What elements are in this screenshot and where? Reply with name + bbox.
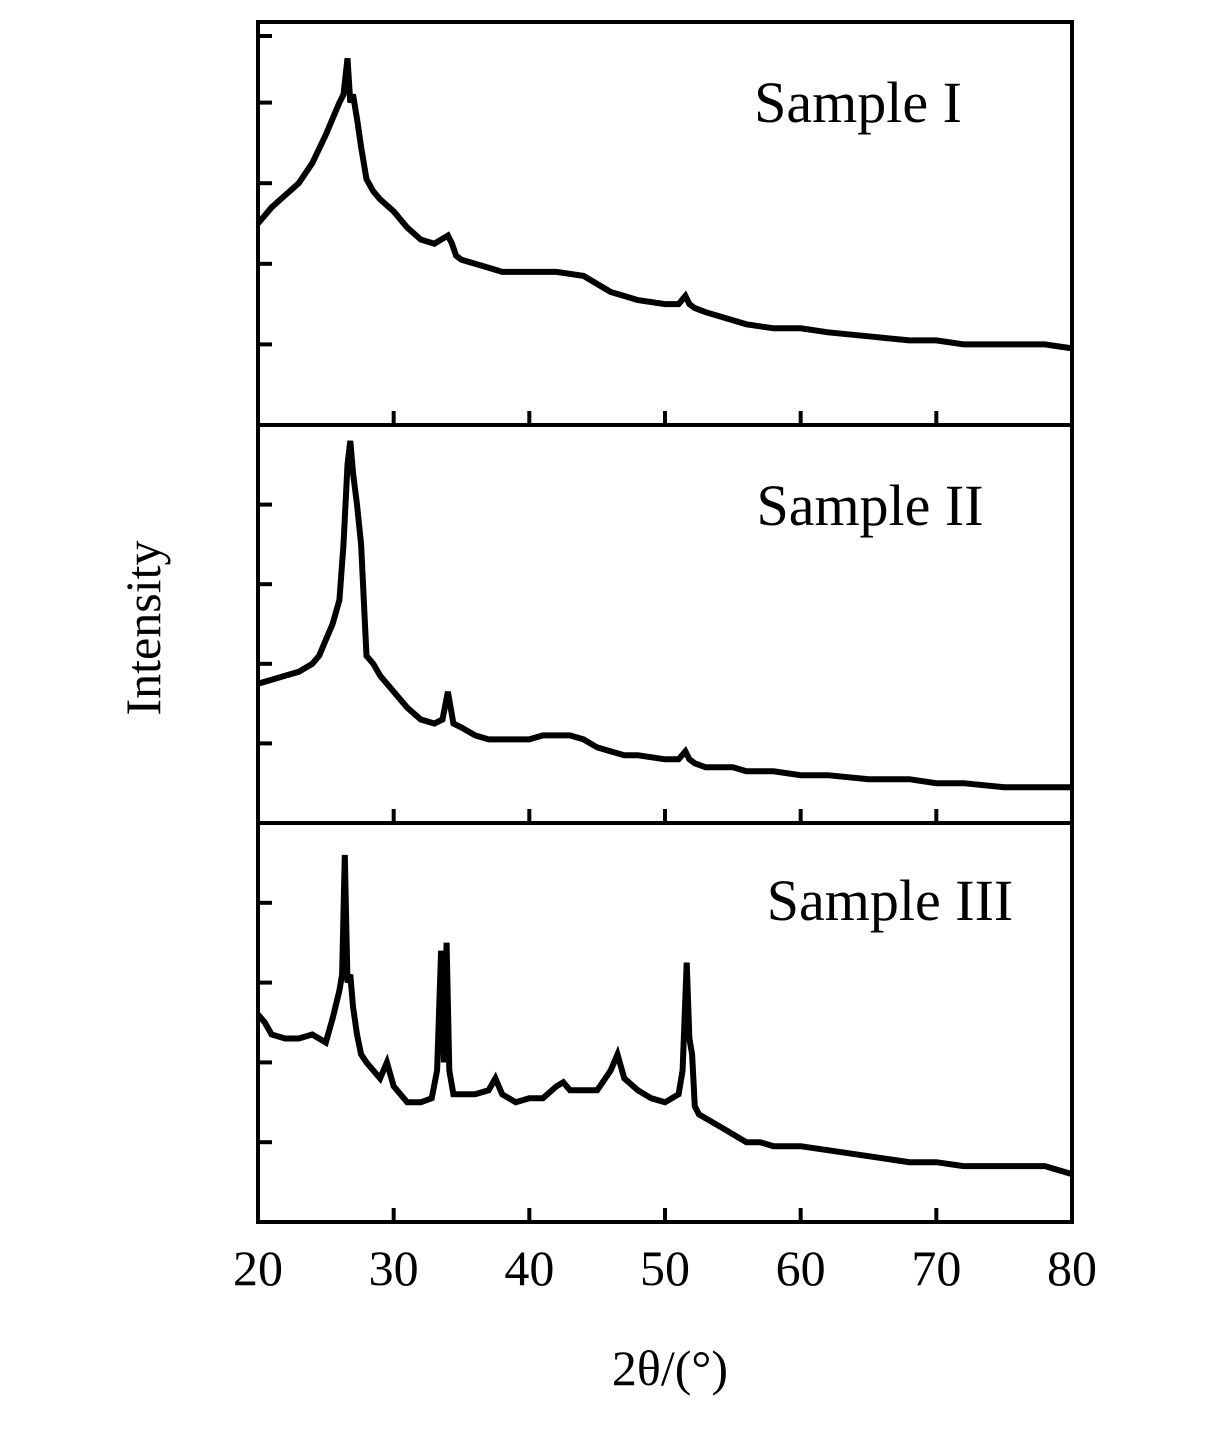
panel-1: Sample I xyxy=(255,20,1074,427)
x-tick-label: 70 xyxy=(911,1240,961,1296)
x-tick-labels: 20 30 40 50 60 70 80 xyxy=(233,1240,1097,1296)
x-tick-label: 20 xyxy=(233,1240,283,1296)
panel-label: Sample II xyxy=(756,473,983,538)
x-axis-label: 2θ/(°) xyxy=(612,1340,728,1396)
x-tick-label: 50 xyxy=(640,1240,690,1296)
x-tick-label: 30 xyxy=(369,1240,419,1296)
chart-panels: Sample I Sample II Sample III xyxy=(255,20,1074,1224)
x-tick-label: 60 xyxy=(776,1240,826,1296)
series-line xyxy=(255,854,1073,1177)
x-tick-label: 40 xyxy=(504,1240,554,1296)
series-line xyxy=(257,440,1072,791)
panel-2: Sample II xyxy=(256,423,1074,825)
x-tick-label: 80 xyxy=(1047,1240,1097,1296)
y-axis-label: Intensity xyxy=(115,541,171,716)
panel-3: Sample III xyxy=(255,821,1074,1224)
series-line xyxy=(255,57,1073,352)
panel-label: Sample I xyxy=(754,70,962,135)
panel-label: Sample III xyxy=(767,868,1013,933)
